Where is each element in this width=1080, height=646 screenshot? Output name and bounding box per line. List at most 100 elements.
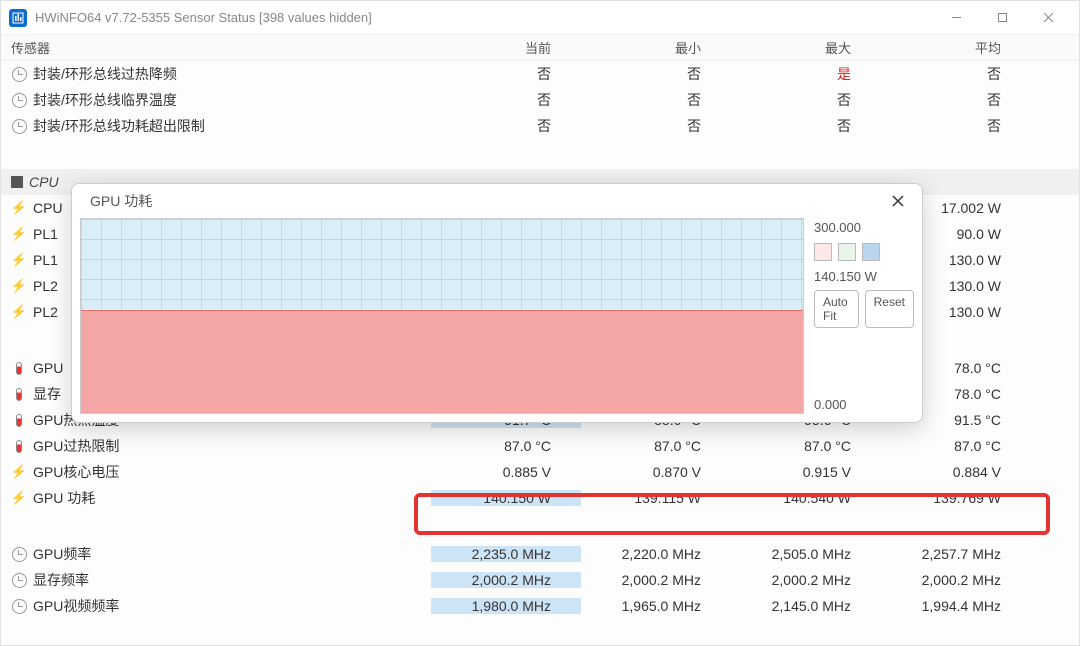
auto-fit-button[interactable]: Auto Fit xyxy=(814,290,859,328)
sensor-name-cell: GPU 功耗 xyxy=(1,488,431,508)
sensor-row[interactable]: 封装/环形总线功耗超出限制否否否否 xyxy=(1,113,1079,139)
bolt-icon xyxy=(11,490,27,506)
legend-swatch-blue[interactable] xyxy=(862,243,880,261)
value-cur: 140.150 W xyxy=(431,490,581,506)
sensor-row[interactable]: 封装/环形总线过热降频否否是否 xyxy=(1,61,1079,87)
therm-icon xyxy=(11,438,27,454)
therm-icon xyxy=(11,412,27,428)
sensor-row[interactable]: 显存频率2,000.2 MHz2,000.2 MHz2,000.2 MHz2,0… xyxy=(1,567,1079,593)
graph-area[interactable] xyxy=(80,218,804,414)
value-max: 2,145.0 MHz xyxy=(731,598,881,614)
sensor-name-cell: GPU频率 xyxy=(1,544,431,564)
value-avg: 0.884 V xyxy=(881,464,1031,480)
sensor-row[interactable]: GPU 功耗140.150 W139.115 W140.540 W139.769… xyxy=(1,485,1079,511)
value-min: 139.115 W xyxy=(581,490,731,506)
popup-body: 300.000 140.150 W Auto Fit Reset 0.000 xyxy=(72,218,922,422)
value-min: 2,220.0 MHz xyxy=(581,546,731,562)
header-avg: 平均 xyxy=(881,38,1031,57)
value-cur: 2,235.0 MHz xyxy=(431,546,581,562)
sensor-name-label: PL1 xyxy=(33,252,58,268)
graph-y-max: 300.000 xyxy=(814,220,914,235)
graph-y-min: 0.000 xyxy=(814,397,914,412)
sensor-name-label: CPU xyxy=(33,200,63,216)
sensor-name-label: GPU视频频率 xyxy=(33,596,119,616)
value-max: 87.0 °C xyxy=(731,438,881,454)
legend-swatch-red[interactable] xyxy=(814,243,832,261)
therm-icon xyxy=(11,360,27,376)
sensor-row[interactable]: GPU频率2,235.0 MHz2,220.0 MHz2,505.0 MHz2,… xyxy=(1,541,1079,567)
bolt-icon xyxy=(11,200,27,216)
value-cur: 1,980.0 MHz xyxy=(431,598,581,614)
sensor-name-cell: 封装/环形总线过热降频 xyxy=(1,64,431,84)
popup-titlebar[interactable]: GPU 功耗 xyxy=(72,184,922,218)
main-window: HWiNFO64 v7.72-5355 Sensor Status [398 v… xyxy=(0,0,1080,646)
clock-icon xyxy=(11,598,27,614)
sensor-name-label: GPU过热限制 xyxy=(33,436,119,456)
minimize-button[interactable] xyxy=(933,3,979,33)
sensor-name-label: GPU频率 xyxy=(33,544,91,564)
sensor-name-label: 封装/环形总线过热降频 xyxy=(33,64,177,84)
sensor-row[interactable]: GPU过热限制87.0 °C87.0 °C87.0 °C87.0 °C xyxy=(1,433,1079,459)
header-current: 当前 xyxy=(431,38,581,57)
value-min: 0.870 V xyxy=(581,464,731,480)
value-min: 否 xyxy=(581,64,731,84)
sensor-name-label: 显存频率 xyxy=(33,570,89,590)
graph-legend xyxy=(814,243,914,261)
bolt-icon xyxy=(11,252,27,268)
sensor-name-cell: GPU过热限制 xyxy=(1,436,431,456)
sensor-name-label: PL2 xyxy=(33,278,58,294)
spacer-row xyxy=(1,511,1079,541)
legend-swatch-green[interactable] xyxy=(838,243,856,261)
sensor-name-cell: GPU核心电压 xyxy=(1,462,431,482)
value-avg: 1,994.4 MHz xyxy=(881,598,1031,614)
sensor-name-label: GPU核心电压 xyxy=(33,462,119,482)
clock-icon xyxy=(11,92,27,108)
value-max: 否 xyxy=(731,116,881,136)
sensor-name-label: PL2 xyxy=(33,304,58,320)
reset-button[interactable]: Reset xyxy=(865,290,914,328)
app-icon xyxy=(9,9,27,27)
value-cur: 0.885 V xyxy=(431,464,581,480)
graph-fill xyxy=(81,310,803,413)
bolt-icon xyxy=(11,464,27,480)
sensor-name-label: 封装/环形总线功耗超出限制 xyxy=(33,116,205,136)
popup-close-button[interactable] xyxy=(884,187,912,215)
therm-icon xyxy=(11,386,27,402)
sensor-name-label: PL1 xyxy=(33,226,58,242)
clock-icon xyxy=(11,66,27,82)
value-avg: 否 xyxy=(881,64,1031,84)
value-min: 否 xyxy=(581,90,731,110)
graph-sidebar: 300.000 140.150 W Auto Fit Reset 0.000 xyxy=(804,218,914,414)
table-header: 传感器 当前 最小 最大 平均 xyxy=(1,35,1079,61)
close-button[interactable] xyxy=(1025,3,1071,33)
clock-icon xyxy=(11,546,27,562)
value-max: 否 xyxy=(731,90,881,110)
header-max: 最大 xyxy=(731,38,881,57)
value-max: 2,000.2 MHz xyxy=(731,572,881,588)
value-cur: 87.0 °C xyxy=(431,438,581,454)
sensor-name-label: CPU xyxy=(29,174,59,190)
graph-popup[interactable]: GPU 功耗 300.000 140.150 W xyxy=(71,183,923,423)
sensor-name-cell: GPU视频频率 xyxy=(1,596,431,616)
value-cur: 否 xyxy=(431,116,581,136)
sensor-name-label: GPU 功耗 xyxy=(33,488,95,508)
header-sensor: 传感器 xyxy=(1,38,431,57)
value-avg: 139.769 W xyxy=(881,490,1031,506)
sensor-name-label: 显存 xyxy=(33,384,61,404)
titlebar[interactable]: HWiNFO64 v7.72-5355 Sensor Status [398 v… xyxy=(1,1,1079,35)
header-min: 最小 xyxy=(581,38,731,57)
sensor-row[interactable]: GPU核心电压0.885 V0.870 V0.915 V0.884 V xyxy=(1,459,1079,485)
sensor-row[interactable]: 封装/环形总线临界温度否否否否 xyxy=(1,87,1079,113)
value-cur: 2,000.2 MHz xyxy=(431,572,581,588)
popup-title: GPU 功耗 xyxy=(90,191,884,211)
value-avg: 否 xyxy=(881,116,1031,136)
value-avg: 否 xyxy=(881,90,1031,110)
value-min: 2,000.2 MHz xyxy=(581,572,731,588)
sensor-name-label: 封装/环形总线临界温度 xyxy=(33,90,177,110)
spacer-row xyxy=(1,139,1079,169)
maximize-button[interactable] xyxy=(979,3,1025,33)
value-cur: 否 xyxy=(431,64,581,84)
sensor-row[interactable]: GPU视频频率 1,980.0 MHz1,965.0 MHz2,145.0 MHz… xyxy=(1,593,1079,619)
value-min: 1,965.0 MHz xyxy=(581,598,731,614)
bolt-icon xyxy=(11,304,27,320)
